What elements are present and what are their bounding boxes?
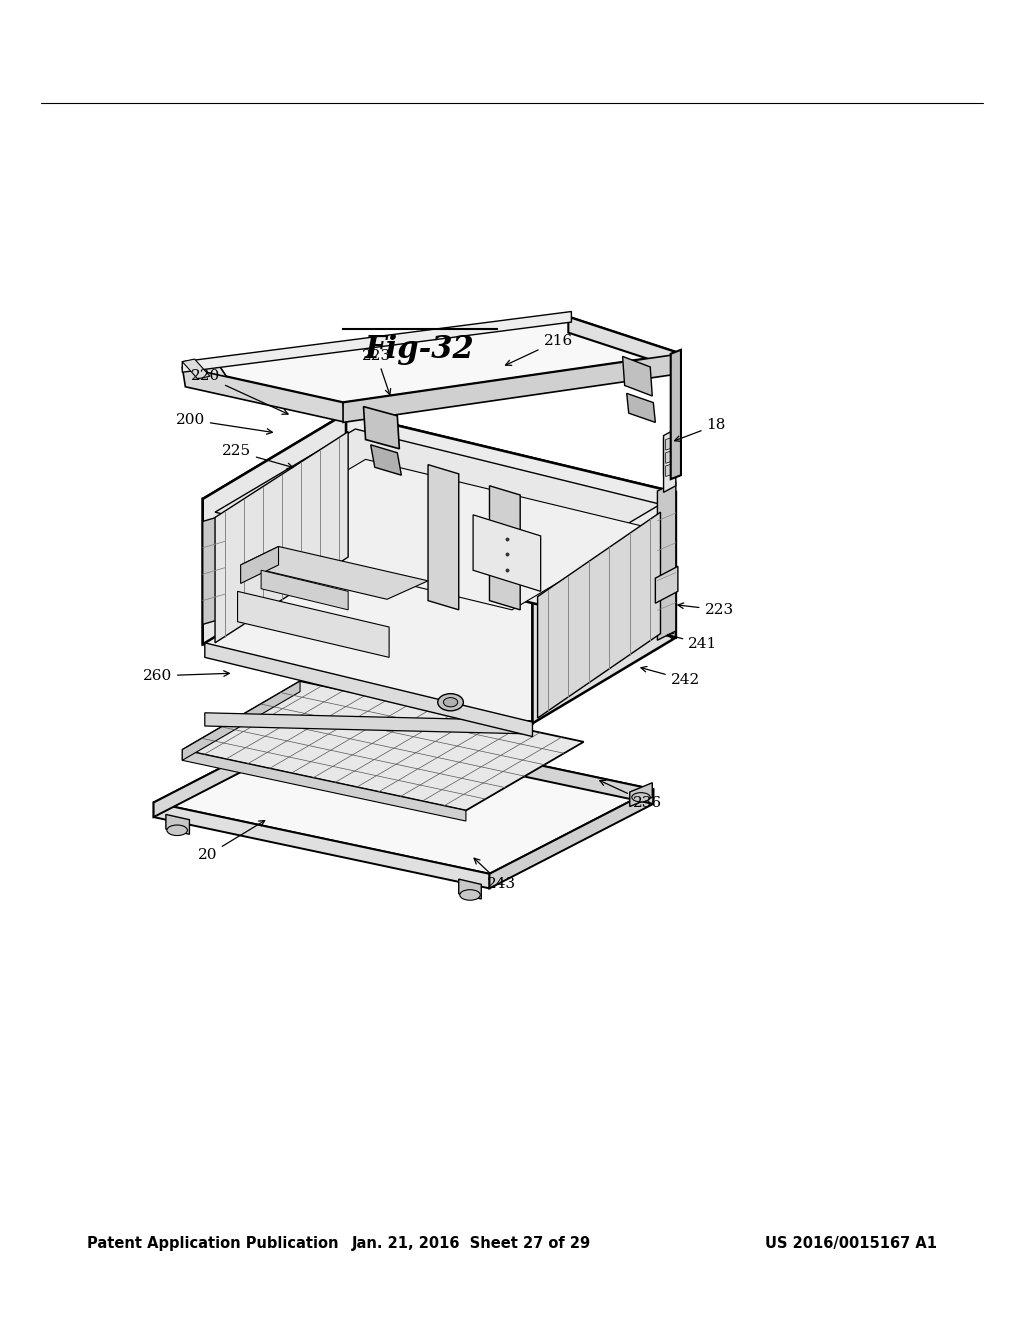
Ellipse shape — [443, 697, 458, 708]
Polygon shape — [627, 393, 655, 422]
Polygon shape — [671, 350, 681, 479]
Text: Patent Application Publication: Patent Application Publication — [87, 1236, 339, 1251]
Ellipse shape — [167, 825, 187, 836]
Polygon shape — [473, 515, 541, 591]
Polygon shape — [182, 359, 210, 379]
Polygon shape — [323, 715, 345, 738]
Polygon shape — [205, 713, 530, 734]
Polygon shape — [666, 450, 674, 463]
Polygon shape — [664, 429, 676, 492]
Ellipse shape — [438, 694, 463, 710]
Text: 223: 223 — [678, 603, 733, 616]
Ellipse shape — [325, 726, 343, 734]
Polygon shape — [215, 432, 348, 643]
Text: 200: 200 — [175, 413, 272, 434]
Polygon shape — [238, 591, 389, 657]
Text: Fig-32: Fig-32 — [365, 334, 475, 366]
Polygon shape — [182, 681, 300, 760]
Polygon shape — [532, 492, 676, 723]
Text: US 2016/0015167 A1: US 2016/0015167 A1 — [765, 1236, 937, 1251]
Text: Jan. 21, 2016  Sheet 27 of 29: Jan. 21, 2016 Sheet 27 of 29 — [351, 1236, 591, 1251]
Polygon shape — [428, 465, 459, 610]
Polygon shape — [489, 486, 520, 610]
Polygon shape — [459, 879, 481, 899]
Polygon shape — [241, 546, 279, 583]
Polygon shape — [261, 570, 348, 610]
Polygon shape — [154, 803, 489, 888]
Polygon shape — [166, 814, 189, 834]
Polygon shape — [364, 407, 399, 449]
Polygon shape — [205, 643, 532, 737]
Polygon shape — [203, 413, 346, 644]
Polygon shape — [182, 367, 346, 422]
Polygon shape — [630, 783, 652, 807]
Polygon shape — [203, 515, 225, 624]
Text: 220: 220 — [190, 370, 288, 414]
Polygon shape — [154, 718, 653, 874]
Polygon shape — [346, 413, 676, 638]
Text: 242: 242 — [641, 667, 700, 686]
Polygon shape — [657, 482, 676, 640]
Ellipse shape — [632, 792, 650, 803]
Polygon shape — [241, 546, 428, 599]
Polygon shape — [182, 681, 584, 810]
Text: 223: 223 — [362, 350, 391, 395]
Polygon shape — [343, 354, 681, 422]
Text: 241: 241 — [668, 634, 718, 651]
Polygon shape — [538, 512, 660, 718]
Polygon shape — [182, 312, 571, 372]
Polygon shape — [203, 499, 532, 723]
Polygon shape — [203, 413, 676, 578]
Polygon shape — [182, 317, 681, 403]
Polygon shape — [655, 566, 678, 603]
Polygon shape — [317, 718, 653, 804]
Polygon shape — [215, 429, 660, 587]
Text: 225: 225 — [222, 445, 293, 469]
Polygon shape — [666, 437, 674, 450]
Text: 18: 18 — [675, 418, 726, 441]
Polygon shape — [664, 432, 676, 475]
Text: 20: 20 — [198, 821, 265, 862]
Polygon shape — [489, 789, 653, 888]
Text: 236: 236 — [600, 780, 662, 809]
Polygon shape — [666, 463, 674, 477]
Text: 260: 260 — [142, 669, 229, 682]
Polygon shape — [623, 356, 652, 396]
Polygon shape — [568, 317, 681, 370]
Polygon shape — [154, 718, 317, 817]
Text: 243: 243 — [474, 858, 516, 891]
Text: 216: 216 — [506, 334, 572, 366]
Polygon shape — [182, 750, 466, 821]
Polygon shape — [371, 445, 401, 475]
Polygon shape — [227, 459, 650, 610]
Polygon shape — [182, 367, 230, 383]
Ellipse shape — [460, 890, 480, 900]
